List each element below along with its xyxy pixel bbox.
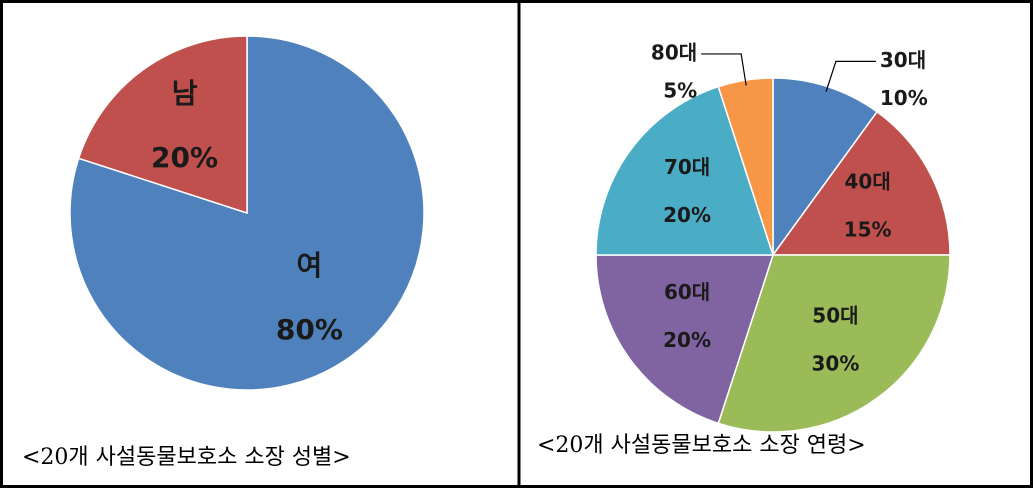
- slice-label: 60대: [664, 280, 710, 304]
- slice-label: 70대: [664, 155, 710, 179]
- pie-slice: [69, 35, 425, 391]
- pie-slice: [771, 110, 951, 256]
- slice-label: 50대: [812, 303, 858, 327]
- slice-label: 남: [172, 77, 198, 110]
- value-label: 5%: [663, 78, 697, 102]
- slice-label: 30대: [880, 48, 926, 72]
- slice-label: 40대: [845, 169, 891, 193]
- value-label: 20%: [663, 328, 711, 352]
- slice-label: 80대: [651, 40, 697, 64]
- value-label: 15%: [844, 217, 892, 241]
- pie-slice: [717, 254, 951, 433]
- pie-slice: [595, 254, 775, 425]
- value-label: 30%: [811, 351, 859, 375]
- caption: <20개 사설동물보호소 소장 성별>: [22, 445, 351, 470]
- value-label: 80%: [276, 313, 343, 346]
- pie-slice: [595, 85, 775, 256]
- value-label: 10%: [880, 86, 928, 110]
- value-label: 20%: [151, 141, 218, 174]
- leader-line: [825, 60, 876, 92]
- pie-slice: [77, 35, 248, 215]
- slice-label: 여: [297, 249, 323, 282]
- caption: <20개 사설동물보호소 소장 연령>: [537, 433, 866, 458]
- value-label: 20%: [663, 203, 711, 227]
- leader-line: [701, 53, 747, 86]
